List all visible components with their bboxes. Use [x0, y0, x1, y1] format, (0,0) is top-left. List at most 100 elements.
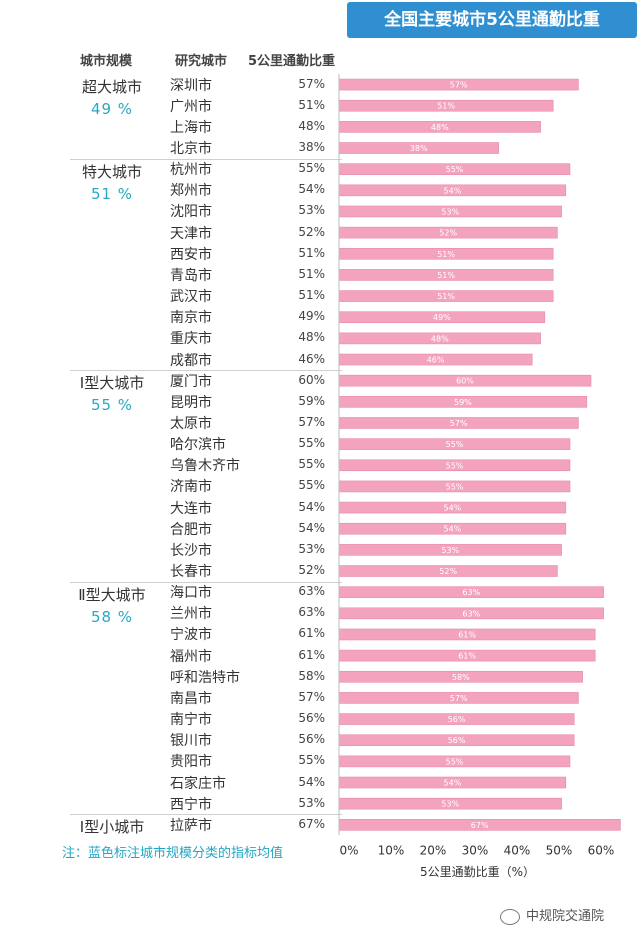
value-label: 53%	[298, 795, 325, 810]
city-label: 青岛市	[170, 267, 212, 284]
value-label: 60%	[298, 372, 325, 387]
city-label: 呼和浩特市	[170, 669, 240, 686]
bar-data-label: 61%	[458, 652, 476, 661]
x-tick-label: 10%	[378, 843, 405, 857]
chart-title: 全国主要城市5公里通勤比重	[347, 2, 637, 38]
value-label: 63%	[298, 584, 325, 599]
value-label: 54%	[298, 520, 325, 535]
city-label: 深圳市	[170, 77, 212, 94]
value-label: 51%	[298, 266, 325, 281]
x-tick-label: 50%	[546, 843, 573, 857]
value-label: 49%	[298, 309, 325, 324]
value-label: 53%	[298, 203, 325, 218]
bar-data-label: 54%	[444, 186, 462, 195]
value-label: 61%	[298, 626, 325, 641]
city-label: 杭州市	[170, 162, 212, 179]
bar-data-label: 63%	[462, 609, 480, 618]
bar-data-label: 55%	[446, 461, 464, 470]
city-label: 大连市	[170, 500, 212, 517]
city-label: 太原市	[170, 415, 212, 432]
bar-data-label: 61%	[458, 630, 476, 639]
x-tick-label: 30%	[462, 843, 489, 857]
city-label: 乌鲁木齐市	[170, 458, 240, 475]
group-separator	[70, 158, 342, 160]
group-name: Ⅱ型大城市	[78, 585, 146, 604]
city-scale-group: Ⅰ型小城市	[60, 816, 164, 837]
group-separator	[70, 370, 342, 372]
bar-data-label: 54%	[444, 525, 462, 534]
city-label: 南京市	[170, 310, 212, 327]
watermark: 中规院交通院	[500, 905, 604, 925]
bar-data-label: 58%	[452, 673, 470, 682]
value-label: 52%	[298, 563, 325, 578]
bar-data-label: 55%	[446, 165, 464, 174]
city-label: 郑州市	[170, 183, 212, 200]
value-label: 57%	[298, 76, 325, 91]
value-label: 53%	[298, 541, 325, 556]
bar-data-label: 53%	[441, 207, 459, 216]
value-label: 38%	[298, 140, 325, 155]
value-label: 59%	[298, 393, 325, 408]
city-scale-group: 超大城市 49 %	[60, 76, 164, 118]
value-label: 58%	[298, 668, 325, 683]
value-label: 55%	[298, 161, 325, 176]
wechat-icon	[500, 908, 520, 925]
city-label: 长春市	[170, 564, 212, 581]
city-label: 海口市	[170, 585, 212, 602]
city-label: 石家庄市	[170, 775, 226, 792]
bar-data-label: 54%	[444, 779, 462, 788]
bar-data-label: 56%	[448, 715, 466, 724]
bar-data-label: 52%	[439, 567, 457, 576]
city-label: 南宁市	[170, 712, 212, 729]
value-label: 57%	[298, 689, 325, 704]
bar-data-label: 63%	[462, 588, 480, 597]
value-label: 48%	[298, 330, 325, 345]
city-label: 银川市	[170, 733, 212, 750]
value-label: 55%	[298, 478, 325, 493]
group-average: 49 %	[90, 100, 134, 118]
bar-data-label: 46%	[427, 356, 445, 365]
city-label: 宁波市	[170, 627, 212, 644]
city-label: 昆明市	[170, 394, 212, 411]
column-header-ratio: 5公里通勤比重	[248, 54, 336, 69]
city-scale-group: Ⅰ型大城市 55 %	[60, 372, 164, 414]
bar-data-label: 48%	[431, 123, 449, 132]
value-label: 57%	[298, 414, 325, 429]
column-header-scale: 城市规模	[80, 54, 133, 69]
city-label: 西宁市	[170, 796, 212, 813]
city-label: 南昌市	[170, 690, 212, 707]
city-label: 沈阳市	[170, 204, 212, 221]
group-average: 51 %	[90, 184, 134, 203]
city-label: 广州市	[170, 98, 212, 115]
city-label: 哈尔滨市	[170, 437, 226, 454]
city-scale-group: Ⅱ型大城市 58 %	[60, 584, 164, 626]
value-label: 51%	[298, 245, 325, 260]
group-average: 55 %	[90, 396, 134, 415]
value-label: 61%	[298, 647, 325, 662]
x-axis-label: 5公里通勤比重（%）	[420, 865, 536, 879]
city-label: 兰州市	[170, 606, 212, 623]
city-label: 重庆市	[170, 331, 212, 348]
value-label: 54%	[298, 774, 325, 789]
watermark-text: 中规院交通院	[526, 909, 605, 924]
bar-data-label: 57%	[450, 694, 468, 703]
bar-data-label: 53%	[441, 800, 459, 809]
value-label: 55%	[298, 457, 325, 472]
value-label: 51%	[298, 97, 325, 112]
value-label: 63%	[298, 605, 325, 620]
value-label: 55%	[298, 436, 325, 451]
group-name: Ⅰ型大城市	[79, 374, 145, 393]
bar-data-label: 38%	[410, 144, 428, 153]
footnote: 注：蓝色标注城市规模分类的指标均值	[62, 846, 284, 861]
value-label: 56%	[298, 732, 325, 747]
city-label: 天津市	[170, 225, 212, 242]
bar-data-label: 51%	[437, 102, 455, 111]
city-label: 拉萨市	[170, 817, 212, 834]
bar-data-label: 51%	[437, 292, 455, 301]
city-label: 北京市	[170, 141, 212, 158]
value-label: 67%	[298, 816, 325, 831]
city-label: 成都市	[170, 352, 212, 369]
bar-data-label: 57%	[450, 81, 468, 90]
group-name: Ⅰ型小城市	[79, 818, 145, 837]
